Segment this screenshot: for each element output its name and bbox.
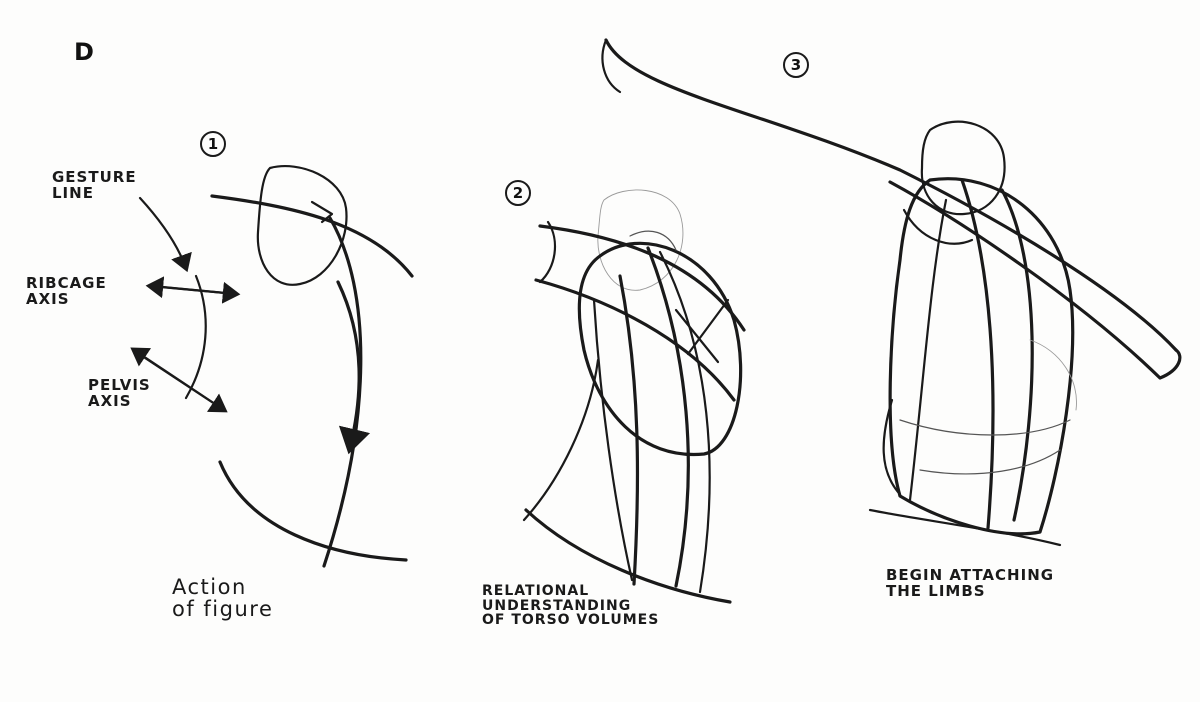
step-1-number: 1 <box>200 131 226 157</box>
figure-2-torso-volumes-sketch <box>522 189 746 604</box>
pelvis-axis-label: PELVIS AXIS <box>88 376 151 410</box>
figure-3-attaching-limbs-sketch <box>601 38 1182 547</box>
panel-letter: D <box>74 38 94 66</box>
figure-1-gesture-sketch <box>130 165 414 568</box>
step-2-number: 2 <box>505 180 531 206</box>
ribcage-axis-label: RIBCAGE AXIS <box>26 274 107 308</box>
gesture-line-label: GESTURE LINE <box>52 168 137 202</box>
action-of-figure-caption: Action of figure <box>172 575 274 622</box>
begin-attaching-limbs-caption: BEGIN ATTACHING THE LIMBS <box>886 566 1055 600</box>
step-3-number: 3 <box>783 52 809 78</box>
relational-understanding-caption: RELATIONAL UNDERSTANDING OF TORSO VOLUME… <box>482 583 660 629</box>
